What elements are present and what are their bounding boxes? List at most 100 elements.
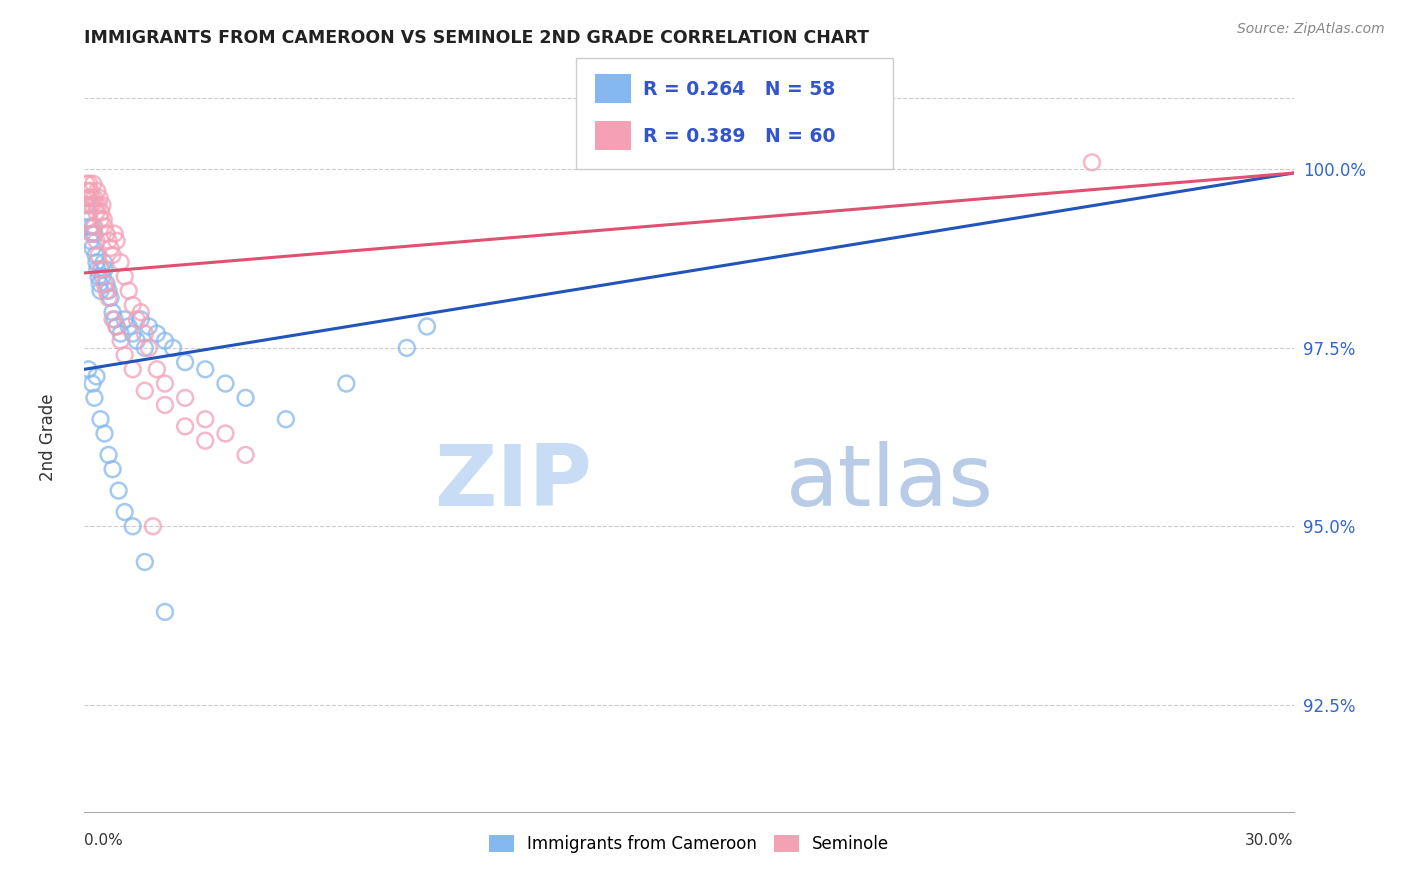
- Point: [87, 198, 110, 212]
- Point: [83, 191, 105, 205]
- Point: [104, 227, 127, 241]
- Point: [174, 419, 197, 434]
- Point: [89, 262, 111, 277]
- Point: [107, 483, 129, 498]
- Point: [100, 241, 122, 255]
- Point: [77, 212, 100, 227]
- Point: [118, 319, 141, 334]
- Point: [84, 248, 107, 262]
- Point: [146, 362, 169, 376]
- Point: [146, 326, 169, 341]
- Point: [89, 284, 111, 298]
- Point: [79, 234, 101, 248]
- Text: R = 0.389   N = 60: R = 0.389 N = 60: [643, 127, 835, 146]
- Point: [77, 362, 100, 376]
- Point: [214, 426, 236, 441]
- Point: [97, 448, 120, 462]
- Point: [110, 255, 132, 269]
- Point: [77, 212, 100, 227]
- Point: [96, 284, 118, 298]
- Point: [114, 348, 136, 362]
- Point: [93, 262, 115, 277]
- Point: [77, 191, 100, 205]
- Point: [101, 305, 124, 319]
- Point: [125, 312, 148, 326]
- Text: Source: ZipAtlas.com: Source: ZipAtlas.com: [1237, 22, 1385, 37]
- Point: [142, 519, 165, 533]
- Point: [105, 319, 128, 334]
- Point: [105, 319, 128, 334]
- Point: [114, 269, 136, 284]
- Point: [129, 312, 152, 326]
- Point: [101, 248, 124, 262]
- Point: [274, 412, 297, 426]
- Point: [114, 505, 136, 519]
- Point: [100, 291, 122, 305]
- Point: [194, 362, 217, 376]
- Point: [77, 205, 100, 219]
- Point: [86, 234, 108, 248]
- Legend: Immigrants from Cameroon, Seminole: Immigrants from Cameroon, Seminole: [482, 828, 896, 860]
- Point: [97, 291, 120, 305]
- Point: [134, 341, 156, 355]
- Point: [83, 227, 105, 241]
- Point: [110, 334, 132, 348]
- Point: [82, 241, 104, 255]
- Point: [86, 205, 108, 219]
- Text: 30.0%: 30.0%: [1246, 833, 1294, 848]
- Point: [90, 262, 112, 277]
- Point: [134, 384, 156, 398]
- Point: [97, 284, 120, 298]
- Point: [101, 462, 124, 476]
- Point: [416, 319, 439, 334]
- Point: [82, 219, 104, 234]
- Point: [83, 219, 105, 234]
- Point: [194, 434, 217, 448]
- Point: [174, 355, 197, 369]
- Point: [96, 227, 118, 241]
- Text: 0.0%: 0.0%: [84, 833, 124, 848]
- Text: IMMIGRANTS FROM CAMEROON VS SEMINOLE 2ND GRADE CORRELATION CHART: IMMIGRANTS FROM CAMEROON VS SEMINOLE 2ND…: [84, 29, 869, 47]
- Text: atlas: atlas: [786, 441, 994, 524]
- Point: [89, 212, 111, 227]
- Point: [97, 234, 120, 248]
- Point: [75, 177, 97, 191]
- Point: [93, 255, 115, 269]
- Point: [89, 191, 111, 205]
- Text: ZIP: ZIP: [434, 441, 592, 524]
- Point: [86, 369, 108, 384]
- Point: [110, 326, 132, 341]
- Point: [96, 277, 118, 291]
- Point: [82, 198, 104, 212]
- Point: [93, 212, 115, 227]
- Point: [87, 248, 110, 262]
- Point: [89, 277, 111, 291]
- Point: [125, 334, 148, 348]
- Point: [121, 298, 143, 312]
- Point: [93, 426, 115, 441]
- Point: [118, 284, 141, 298]
- Point: [86, 255, 108, 269]
- Point: [1081, 155, 1104, 169]
- Point: [80, 191, 103, 205]
- Point: [138, 341, 160, 355]
- Text: R = 0.264   N = 58: R = 0.264 N = 58: [643, 79, 835, 99]
- Point: [89, 412, 111, 426]
- Point: [235, 391, 257, 405]
- Point: [79, 184, 101, 198]
- Point: [395, 341, 418, 355]
- Point: [174, 391, 197, 405]
- Point: [153, 376, 176, 391]
- Text: 2nd Grade: 2nd Grade: [39, 393, 58, 481]
- Point: [91, 269, 114, 284]
- Point: [214, 376, 236, 391]
- Point: [76, 191, 98, 205]
- Point: [91, 198, 114, 212]
- Point: [93, 219, 115, 234]
- Point: [153, 334, 176, 348]
- Point: [76, 184, 98, 198]
- Point: [129, 305, 152, 319]
- Point: [82, 177, 104, 191]
- Point: [162, 341, 184, 355]
- Point: [134, 555, 156, 569]
